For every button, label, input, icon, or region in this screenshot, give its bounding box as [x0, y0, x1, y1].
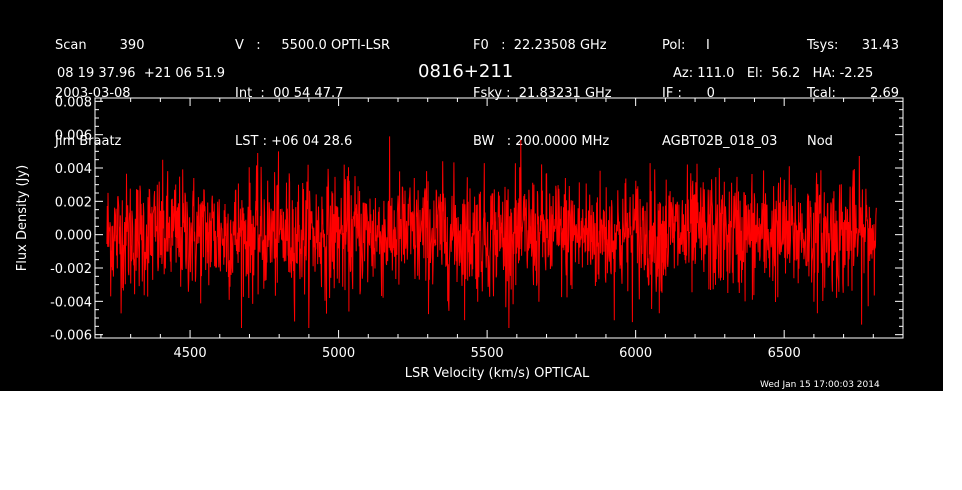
- project-line: AGBT02B_018_03: [662, 134, 778, 149]
- pol-line: Pol: I: [662, 38, 710, 53]
- scan-info: Scan 390 2003-03-08 Jim Braatz: [55, 6, 144, 182]
- x-tick-label: 6000: [619, 346, 652, 361]
- source-name: 0816+211: [418, 61, 514, 82]
- source-coordinates: 08 19 37.96 +21 06 51.9: [57, 66, 226, 81]
- velocity-info: V : 5500.0 OPTI-LSR Int : 00 54 47.7 LST…: [235, 6, 390, 182]
- spectrum-trace: [106, 136, 877, 329]
- y-axis-title: Flux Density (Jy): [15, 165, 30, 271]
- tcal-value: 2.69: [870, 86, 899, 101]
- x-tick-label: 5500: [471, 346, 504, 361]
- axis-tick-labels: 4500 5000 5500 6000 6500 -0.006 -0.004 -0.002 0.…: [50, 95, 801, 361]
- y-tick-label: 0.004: [55, 162, 92, 177]
- polarization-info: Pol: I IF : 0 AGBT02B_018_03: [662, 6, 777, 182]
- axis-ticks: [95, 98, 904, 338]
- scan-line: Scan 390: [55, 38, 145, 53]
- spectrum-chart: 4500 5000 5500 6000 6500 -0.006 -0.004 -0.002 0.…: [15, 95, 904, 381]
- velocity-line: V : 5500.0 OPTI-LSR: [235, 38, 391, 53]
- nod-label: Nod: [807, 134, 833, 149]
- observer-line: Jim Braatz: [55, 134, 122, 149]
- x-axis-title: LSR Velocity (km/s) OPTICAL: [405, 366, 590, 381]
- pointing-info: Az: 111.0 El: 56.2 HA: -2.25: [673, 66, 874, 81]
- y-tick-label: 0.006: [55, 129, 92, 144]
- tsys-value: 31.43: [861, 38, 899, 53]
- system-temp-values: 31.43 2.69: [847, 6, 899, 134]
- y-tick-label: -0.006: [50, 329, 92, 344]
- timestamp: Wed Jan 15 17:00:03 2014: [760, 380, 880, 390]
- y-tick-label: -0.004: [50, 295, 92, 310]
- tcal-label: Tcal:: [807, 86, 836, 101]
- system-temp-labels: Tsys: Tcal: Nod: [807, 6, 838, 182]
- date-line: 2003-03-08: [55, 86, 131, 101]
- x-tick-label: 4500: [174, 346, 207, 361]
- lst-line: LST : +06 04 28.6: [235, 134, 353, 149]
- f0-line: F0 : 22.23508 GHz: [473, 38, 607, 53]
- y-tick-label: 0.008: [55, 95, 92, 110]
- if-line: IF : 0: [662, 86, 715, 101]
- bw-line: BW : 200.0000 MHz: [473, 134, 610, 149]
- x-tick-label: 6500: [768, 346, 801, 361]
- y-tick-label: 0.000: [55, 229, 92, 244]
- y-tick-label: 0.002: [55, 195, 92, 210]
- tsys-label: Tsys:: [807, 38, 839, 53]
- plot-panel: Scan 390 2003-03-08 Jim Braatz V : 5500.…: [0, 0, 943, 391]
- integration-line: Int : 00 54 47.7: [235, 86, 344, 101]
- y-tick-label: -0.002: [50, 262, 92, 277]
- frequency-info: F0 : 22.23508 GHz Fsky : 21.83231 GHz BW…: [473, 6, 612, 182]
- x-tick-label: 5000: [322, 346, 355, 361]
- fsky-line: Fsky : 21.83231 GHz: [473, 86, 612, 101]
